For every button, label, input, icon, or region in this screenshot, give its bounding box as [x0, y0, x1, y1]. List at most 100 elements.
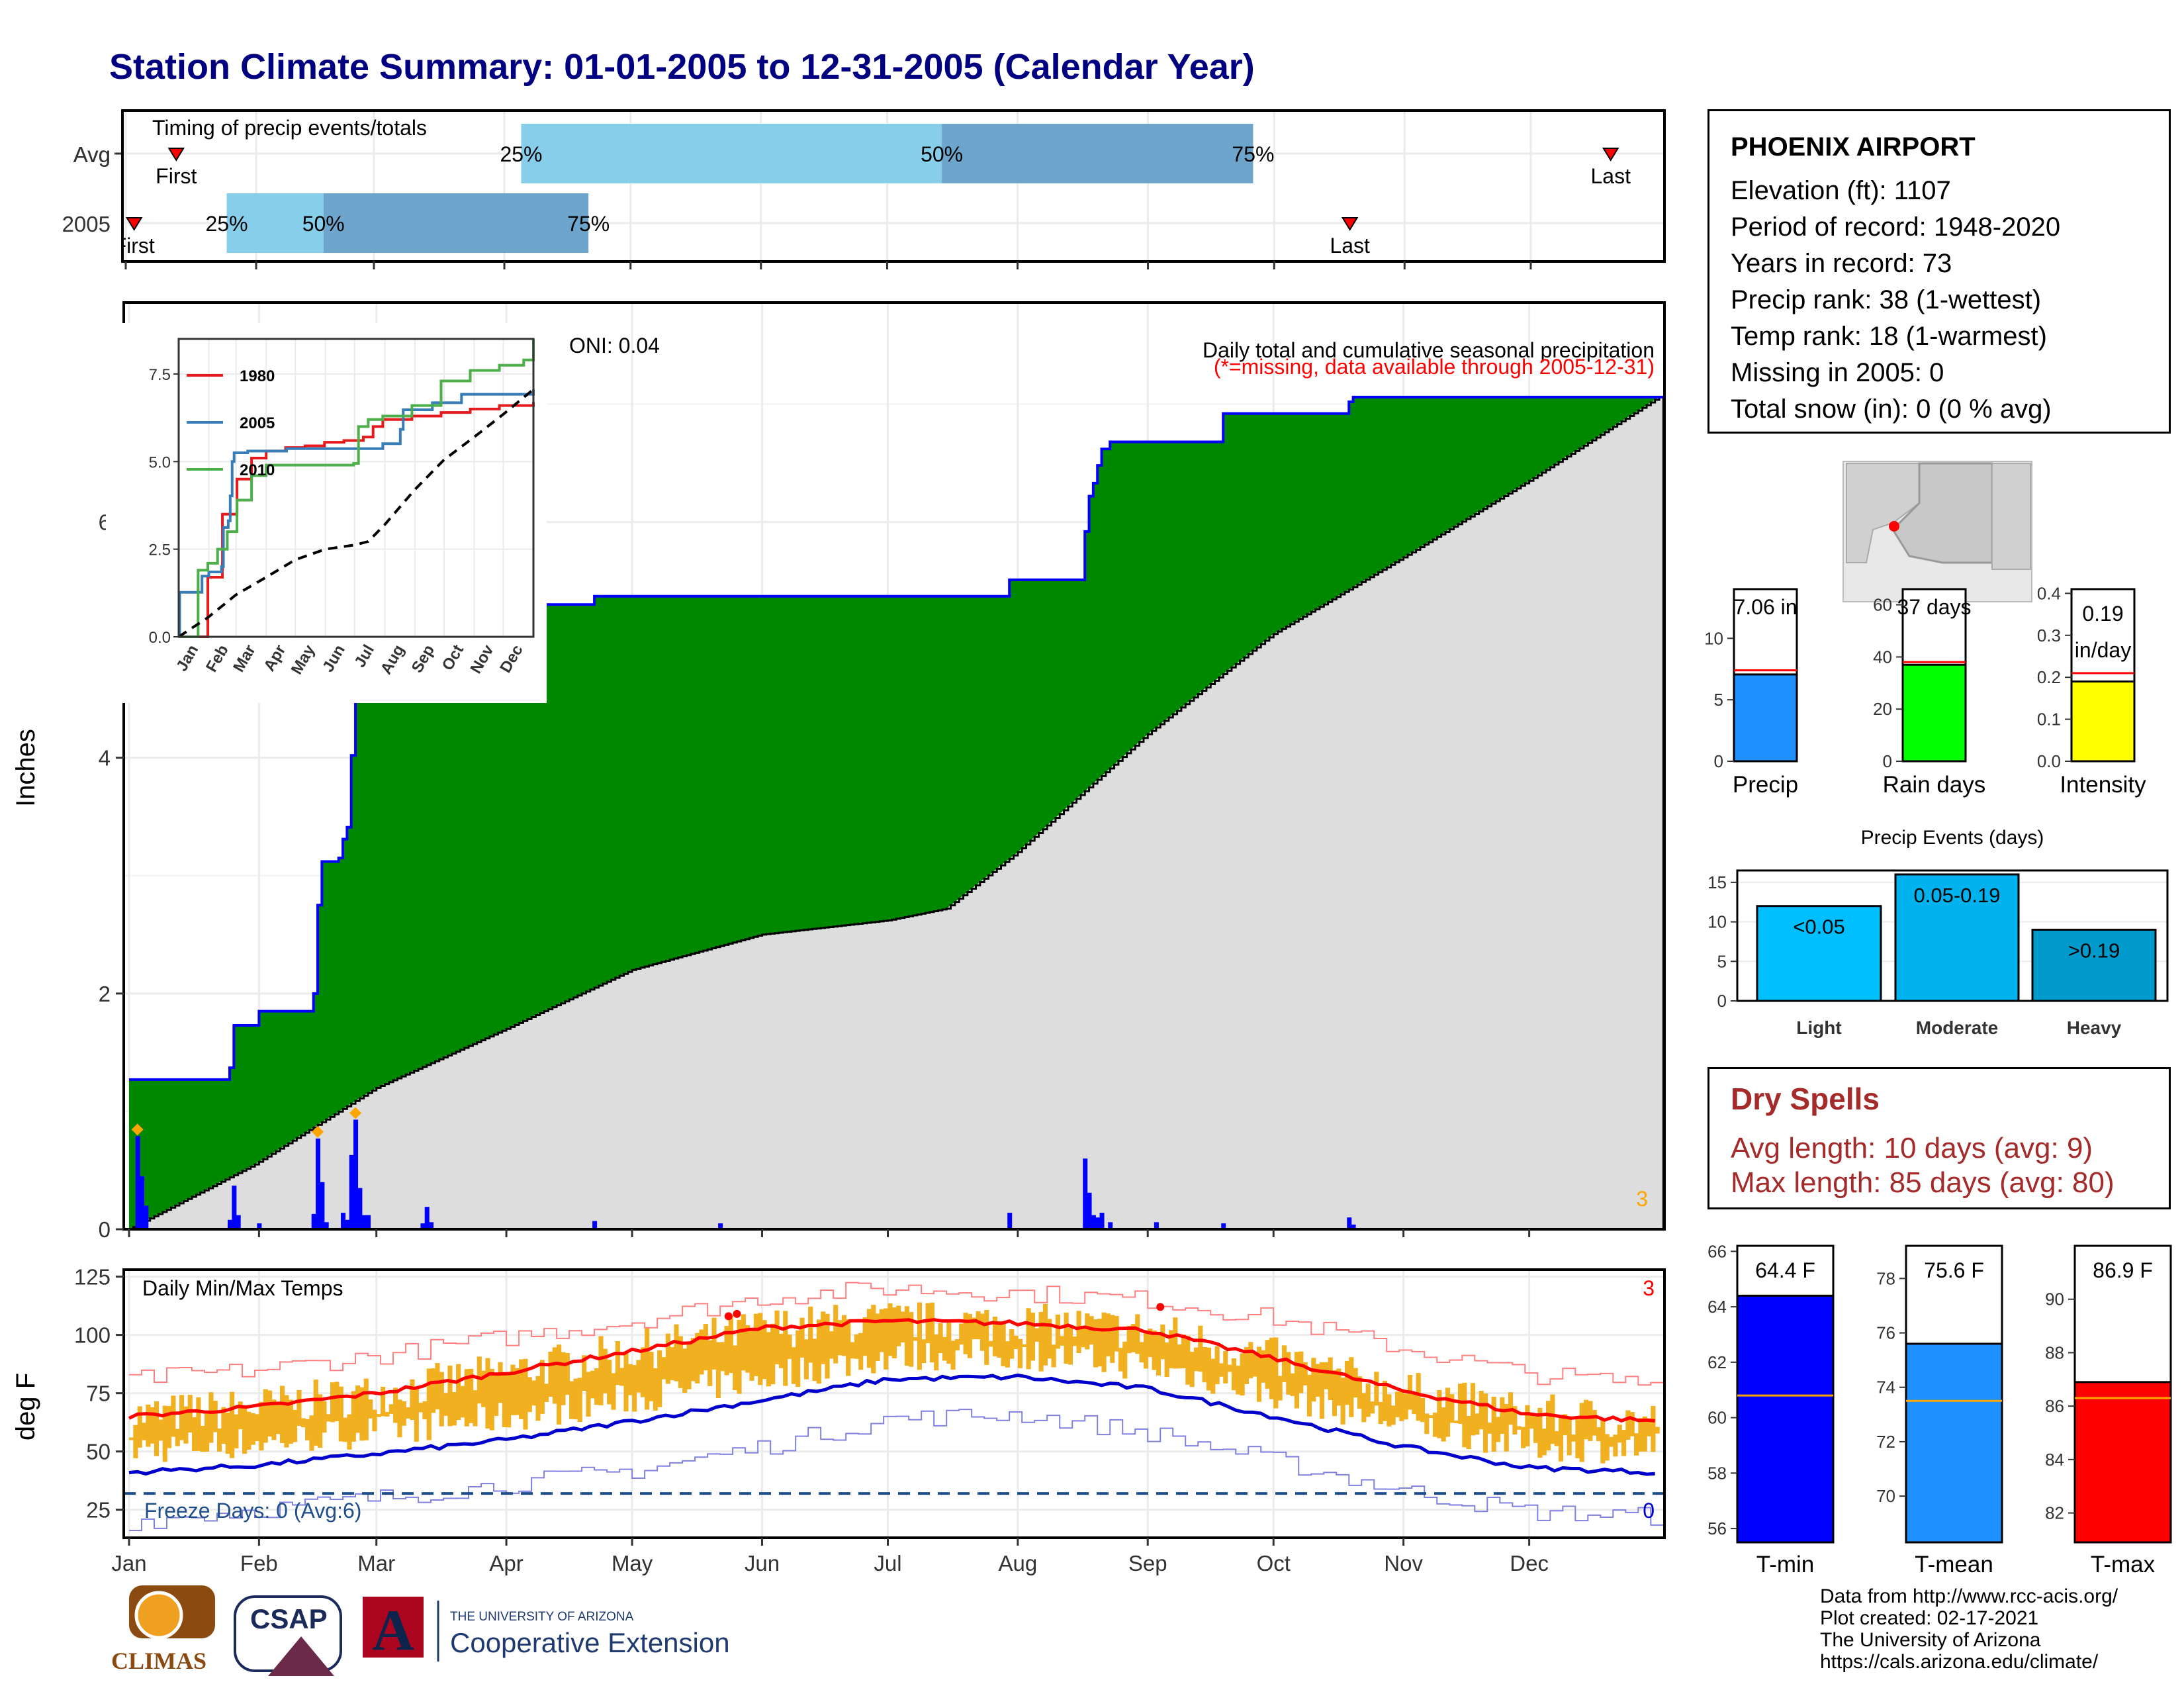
temp-daily-bar — [1613, 1434, 1618, 1457]
temp-daily-bar — [1403, 1393, 1408, 1420]
temp-summary-ytick-label: 62 — [1707, 1352, 1727, 1372]
precip-ytick-label: 4 — [99, 746, 111, 771]
temp-daily-bar — [1051, 1344, 1056, 1368]
temp-daily-bar — [1332, 1370, 1338, 1417]
temp-daily-bar — [653, 1368, 658, 1411]
temp-daily-bar — [1135, 1314, 1140, 1354]
temp-daily-bar — [485, 1358, 490, 1429]
temp-daily-bar — [1353, 1368, 1358, 1398]
credit-date: Plot created: 02-17-2021 — [1820, 1607, 2039, 1629]
summary-ytick-label: 0.3 — [2037, 626, 2061, 645]
temp-daily-bar — [544, 1383, 549, 1402]
temp-daily-bar — [1340, 1378, 1345, 1425]
temp-daily-bar — [1554, 1430, 1559, 1446]
temp-daily-bar — [1130, 1324, 1136, 1352]
temp-daily-bar — [1060, 1336, 1065, 1346]
temp-daily-bar — [770, 1323, 776, 1385]
temp-daily-bar — [699, 1329, 704, 1375]
precip-daily-bar — [366, 1215, 371, 1229]
temp-daily-bar — [1306, 1374, 1312, 1417]
temp-daily-bar — [791, 1347, 796, 1384]
station-name: PHOENIX AIRPORT — [1731, 132, 1976, 162]
temp-summary-ytick-label: 82 — [2045, 1503, 2064, 1523]
temp-daily-bar — [1022, 1344, 1027, 1347]
temp-month-label: Jul — [874, 1551, 901, 1575]
temp-daily-bar — [1324, 1362, 1329, 1389]
temp-daily-bar — [146, 1404, 151, 1447]
events-border — [1736, 869, 2169, 1002]
temp-daily-bar — [1189, 1352, 1195, 1387]
summary-value-label: in/day — [2075, 638, 2131, 662]
temp-daily-bar — [904, 1306, 909, 1366]
precip-daily-bar — [144, 1205, 149, 1229]
temp-daily-bar — [665, 1333, 670, 1384]
temp-month-label: Mar — [357, 1551, 395, 1575]
temp-daily-bar — [582, 1355, 587, 1391]
temp-daily-bar — [523, 1358, 528, 1430]
temp-daily-bar — [1122, 1341, 1128, 1379]
temp-daily-bar — [388, 1404, 394, 1414]
temp-daily-bar — [1143, 1331, 1149, 1369]
summary-bar-name: Rain days — [1883, 772, 1986, 798]
temp-daily-bar — [988, 1340, 993, 1347]
temp-daily-bar — [1231, 1358, 1237, 1391]
temp-daily-bar — [1655, 1427, 1660, 1434]
temp-daily-bar — [242, 1407, 248, 1454]
temp-daily-bar — [1298, 1351, 1304, 1393]
temp-daily-bar — [1311, 1358, 1316, 1402]
temp-daily-bar — [230, 1391, 235, 1458]
temp-daily-bar — [1114, 1316, 1119, 1352]
temp-daily-bar — [1453, 1421, 1459, 1424]
temp-daily-bar — [464, 1369, 469, 1427]
precip-daily-bar — [135, 1136, 140, 1229]
temp-daily-bar — [1047, 1319, 1052, 1359]
temp-daily-bar — [678, 1336, 683, 1388]
temp-daily-bar — [456, 1364, 461, 1421]
temp-daily-bar — [1541, 1429, 1547, 1456]
temp-daily-bar — [1097, 1319, 1103, 1367]
temp-daily-bar — [1248, 1342, 1253, 1379]
temp-daily-bar — [1567, 1419, 1572, 1456]
temp-daily-bar — [200, 1425, 205, 1452]
temp-daily-bar — [422, 1401, 428, 1420]
temp-daily-bar — [167, 1405, 172, 1448]
temp-daily-bar — [825, 1313, 830, 1379]
timing-marker — [1341, 217, 1359, 231]
inset-ytick-label: 2.5 — [149, 541, 171, 559]
ua-small-text: THE UNIVERSITY OF ARIZONA — [450, 1610, 634, 1624]
temp-daily-bar — [670, 1347, 675, 1380]
summary-value-label: 0.19 — [2082, 602, 2123, 626]
inset-ytick-label: 5.0 — [149, 453, 171, 471]
summary-bar-name: Intensity — [2060, 772, 2146, 798]
station-precip-rank: Precip rank: 38 (1-wettest) — [1731, 285, 2042, 314]
temp-daily-bar — [363, 1378, 369, 1440]
temp-summary-ytick-label: 58 — [1707, 1463, 1727, 1483]
temp-daily-bar — [208, 1392, 214, 1443]
temp-summary-ytick-label: 64 — [1707, 1297, 1727, 1317]
temp-daily-bar — [1412, 1393, 1417, 1415]
temp-summary-bar-2 — [2073, 1381, 2172, 1544]
map-state — [1991, 463, 2031, 570]
temp-daily-bar — [481, 1370, 486, 1407]
temp-daily-bar — [355, 1385, 361, 1433]
station-location-marker — [1889, 521, 1899, 532]
dry-spells-avg: Avg length: 10 days (avg: 9) — [1731, 1132, 2093, 1164]
temp-daily-bar — [1500, 1397, 1505, 1434]
temp-daily-bar — [954, 1339, 960, 1351]
temp-daily-bar — [913, 1336, 918, 1341]
precip-event-bar — [2031, 929, 2157, 1002]
temp-daily-bar — [212, 1400, 218, 1432]
temp-daily-bar — [766, 1332, 771, 1387]
precip-daily-bar — [718, 1223, 723, 1229]
temp-daily-bar — [921, 1339, 927, 1364]
temp-daily-bar — [1437, 1389, 1442, 1438]
temp-daily-bar — [1365, 1383, 1371, 1417]
temp-daily-bar — [976, 1311, 981, 1340]
temp-daily-bar — [322, 1401, 327, 1433]
ua-logo-block — [363, 1597, 424, 1658]
inset-series-line — [178, 389, 535, 638]
temp-daily-bar — [1156, 1332, 1161, 1376]
temp-daily-bar — [1168, 1330, 1174, 1368]
credits: Data from http://www.rcc-acis.org/ Plot … — [1820, 1585, 2118, 1673]
temp-daily-bar — [296, 1389, 302, 1426]
